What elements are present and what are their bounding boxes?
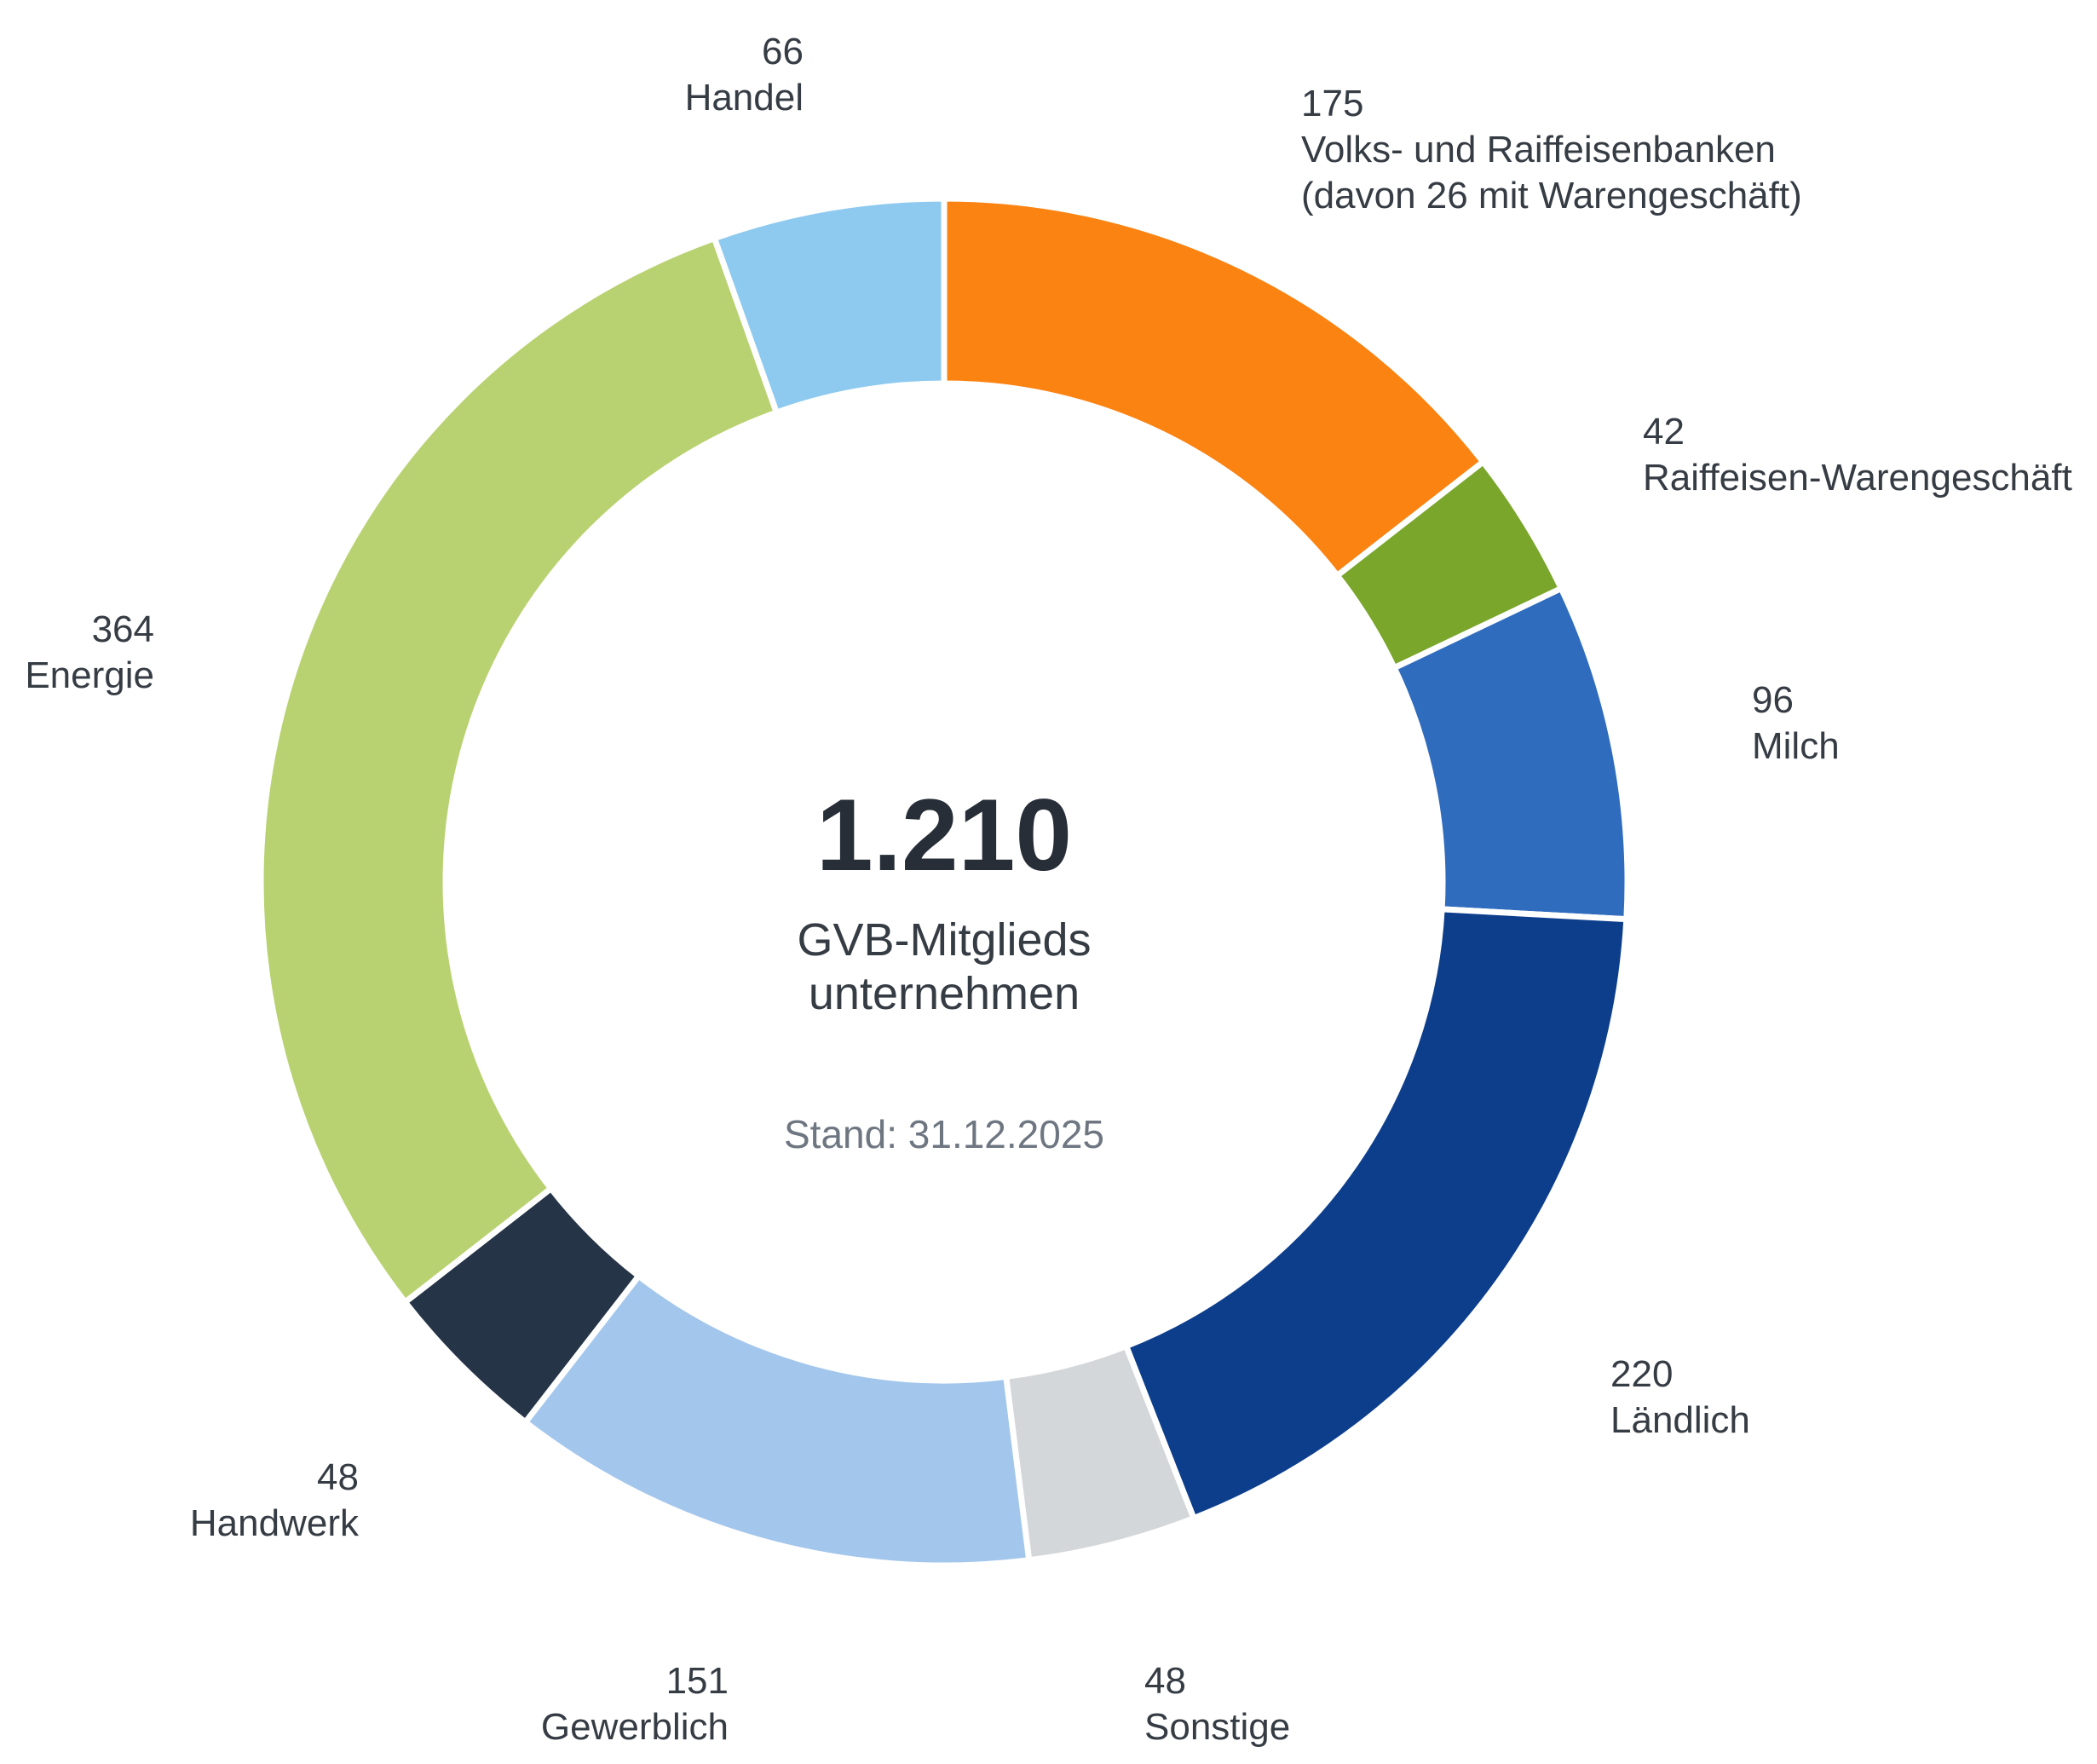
label-energie-name: Energie xyxy=(25,654,154,696)
label-raiffeisen-warengeschaeft-name: Raiffeisen-Warengeschäft xyxy=(1643,457,2072,499)
segment-volks-und-raiffeisenbanken xyxy=(941,195,1487,579)
label-laendlich: 220 Ländlich xyxy=(1610,1352,1750,1444)
label-handel-name: Handel xyxy=(684,77,804,118)
label-handwerk-name: Handwerk xyxy=(189,1502,359,1544)
segment-energie xyxy=(257,235,780,1306)
label-energie: 364 Energie xyxy=(25,607,154,699)
label-sonstige: 48 Sonstige xyxy=(1144,1658,1290,1750)
center-date-note: Stand: 31.12.2025 xyxy=(784,1112,1104,1156)
label-energie-value: 364 xyxy=(91,608,154,650)
label-volks-und-raiffeisenbanken: 175 Volks- und Raiffeisenbanken (davon 2… xyxy=(1301,81,1802,219)
center-total-value: 1.210 xyxy=(815,778,1073,892)
center-title: GVB-Mitglieds unternehmen xyxy=(797,914,1091,1021)
center-title-line2: unternehmen xyxy=(808,968,1080,1019)
label-handel-value: 66 xyxy=(762,31,804,72)
label-gewerblich: 151 Gewerblich xyxy=(541,1658,729,1750)
label-laendlich-value: 220 xyxy=(1610,1353,1674,1395)
label-milch-name: Milch xyxy=(1752,725,1840,767)
label-volks-und-raiffeisenbanken-value: 175 xyxy=(1301,83,1364,124)
label-raiffeisen-warengeschaeft: 42 Raiffeisen-Warengeschäft xyxy=(1643,409,2072,501)
segment-laendlich xyxy=(1123,906,1630,1522)
label-handwerk-value: 48 xyxy=(317,1456,359,1498)
label-handwerk: 48 Handwerk xyxy=(190,1455,359,1547)
label-handel: 66 Handel xyxy=(685,29,804,121)
label-sonstige-value: 48 xyxy=(1144,1660,1186,1702)
label-sonstige-name: Sonstige xyxy=(1144,1706,1291,1748)
label-milch-value: 96 xyxy=(1752,679,1794,721)
center-title-line1: GVB-Mitglieds xyxy=(797,914,1092,966)
label-gewerblich-value: 151 xyxy=(665,1660,729,1702)
segment-handel xyxy=(711,195,948,416)
label-raiffeisen-warengeschaeft-value: 42 xyxy=(1643,411,1685,453)
label-laendlich-name: Ländlich xyxy=(1610,1399,1750,1441)
label-gewerblich-name: Gewerblich xyxy=(540,1706,729,1748)
label-volks-und-raiffeisenbanken-name: Volks- und Raiffeisenbanken xyxy=(1301,129,1776,170)
label-milch: 96 Milch xyxy=(1752,677,1840,770)
label-volks-und-raiffeisenbanken-sub: (davon 26 mit Warengeschäft) xyxy=(1301,175,1802,216)
